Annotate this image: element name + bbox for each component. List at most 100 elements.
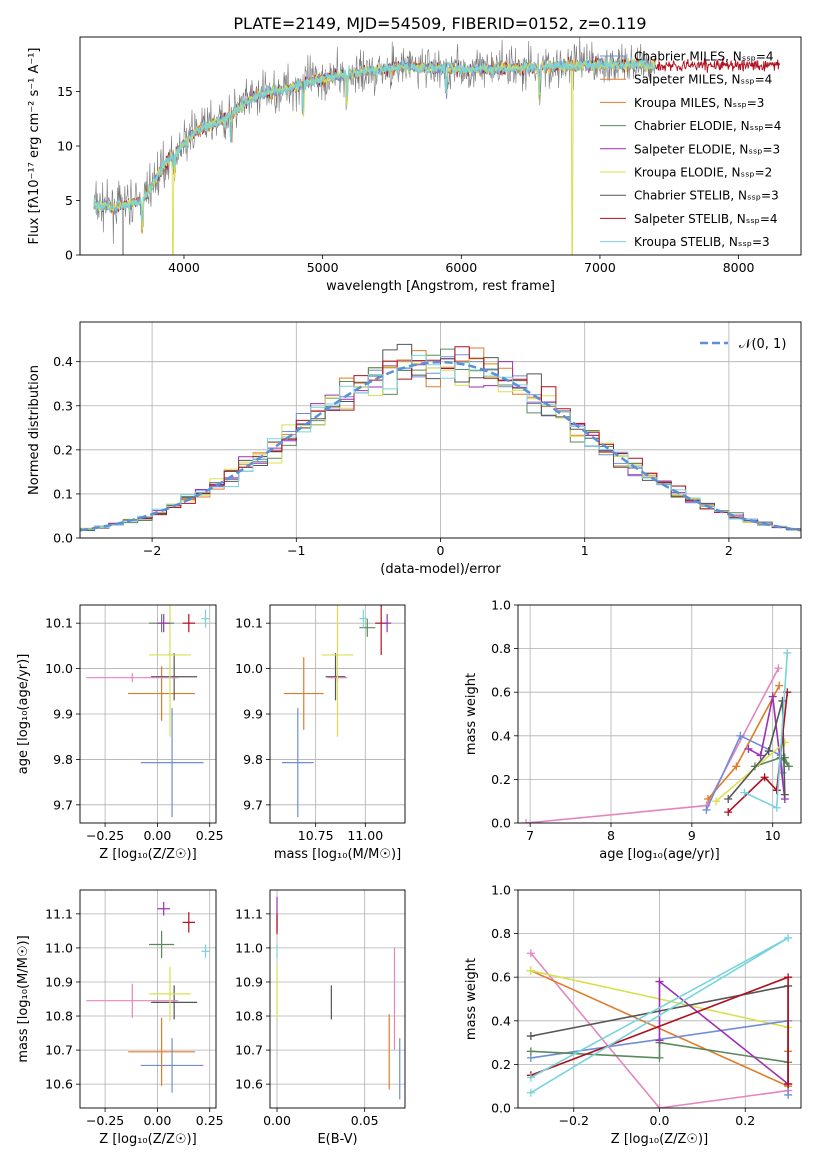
plus-marker [526, 949, 535, 958]
x-tick-label: 7000 [584, 260, 616, 275]
x-axis-label: mass [log₁₀(M/M☉)] [274, 847, 401, 862]
y-tick-label: 11.1 [45, 906, 73, 921]
y-tick-label: 9.9 [53, 707, 73, 722]
plus-marker [732, 762, 741, 771]
plus-marker [784, 762, 793, 771]
axes-frame [517, 889, 802, 1109]
plot-area-age-weight [522, 648, 793, 823]
weight-series [727, 692, 789, 813]
plus-marker [744, 744, 753, 753]
axes-spectrum: 4000 5000 6000 7000 8000 0 5 10 15 PLATE=2149, MJ… [27, 14, 802, 294]
plot-area-Z-mass [86, 901, 210, 1093]
plus-marker [526, 1073, 535, 1082]
legend-label: 𝒩(0, 1) [739, 337, 786, 352]
x-axis-label: E(B-V) [317, 1132, 357, 1147]
plus-marker [778, 696, 787, 705]
x-axis-label: Z [log₁₀(Z/Z☉)] [99, 847, 196, 862]
y-tick-label: 10.9 [45, 974, 73, 989]
x-tick-label: 6000 [445, 260, 477, 275]
x-tick-label: 2 [725, 543, 733, 558]
x-tick-label: −1 [287, 543, 305, 558]
y-tick-label: 9.7 [243, 797, 263, 812]
y-tick-label: 0.2 [491, 772, 511, 787]
axes-frame [79, 889, 217, 1109]
plus-marker [772, 786, 781, 795]
x-axis-label: Z [log₁₀(Z/Z☉)] [611, 1132, 708, 1147]
axes-frame [79, 321, 802, 539]
y-tick-label: 0.3 [53, 398, 73, 413]
y-tick-label: 0.0 [491, 1101, 511, 1116]
legend-label: Kroupa STELIB, Nₛₛₚ=3 [634, 235, 770, 249]
legend-label: Chabrier MILES, Nₛₛₚ=4 [634, 50, 774, 64]
plus-marker [526, 1088, 535, 1097]
y-tick-label: 10.6 [45, 1077, 73, 1092]
axes-residuals: −2 −1 0 1 2 0.0 0.1 0.2 0.3 0.4 (data-model)/error… [27, 321, 802, 577]
x-tick-label: 10 [765, 828, 781, 843]
y-axis-label: mass [log₁₀(M/M☉)] [16, 935, 31, 1062]
plot-area-ebv-mass [276, 896, 401, 1100]
weight-series [705, 734, 784, 811]
x-tick-label: 4000 [168, 260, 200, 275]
y-tick-label: 0.4 [53, 354, 73, 369]
plus-marker [760, 773, 769, 782]
y-tick-label: 10.0 [235, 661, 263, 676]
y-tick-label: 0.6 [491, 685, 511, 700]
y-tick-label: 10.7 [235, 1043, 263, 1058]
y-tick-label: 0.2 [53, 442, 73, 457]
y-tick-label: 9.7 [53, 797, 73, 812]
y-tick-label: 1.0 [491, 598, 511, 613]
x-tick-label: 8000 [723, 260, 755, 275]
y-tick-label: 10.1 [45, 616, 73, 631]
x-tick-label: 0.00 [143, 828, 171, 843]
y-tick-label: 9.8 [243, 752, 263, 767]
x-tick-label: 0.2 [735, 1113, 755, 1128]
plot-area-mass-age [281, 605, 392, 818]
plus-marker [724, 808, 733, 817]
axes-frame [79, 604, 217, 824]
y-tick-label: 0.1 [53, 486, 73, 501]
y-tick-label: 0.6 [491, 970, 511, 985]
axes-age-weight: 7 8 9 10 0.0 0.2 0.4 0.6 0.8 1.0 age [log₁₀(age/yr… [464, 598, 802, 862]
y-tick-label: 0.4 [491, 1013, 511, 1028]
y-tick-label: 10.8 [235, 1009, 263, 1024]
y-tick-label: 0 [65, 248, 73, 263]
weight-series [754, 756, 790, 768]
axes-mass-age: 10.75 11.00 9.7 9.8 9.9 10.0 10.1 mass [log₁₀(M… [235, 604, 406, 862]
axes-frame [79, 36, 802, 256]
plus-marker [756, 751, 765, 760]
x-tick-label: 0.25 [196, 1113, 224, 1128]
weight-series [727, 700, 786, 800]
y-tick-label: 9.9 [243, 707, 263, 722]
x-tick-label: 0.05 [351, 1113, 379, 1128]
y-tick-label: 10.8 [45, 1009, 73, 1024]
plus-marker [526, 1047, 535, 1056]
plus-marker [655, 1036, 664, 1045]
y-tick-label: 10.0 [45, 661, 73, 676]
y-tick-label: 10 [57, 139, 73, 154]
y-axis-label: mass weight [464, 958, 479, 1040]
x-tick-label: 0.00 [263, 1113, 291, 1128]
model-salpeter-miles-line [93, 57, 656, 234]
x-tick-label: 0.25 [196, 828, 224, 843]
plus-marker [702, 805, 711, 814]
x-axis-label: (data-model)/error [380, 562, 501, 577]
plus-marker [768, 692, 777, 701]
chart-title: PLATE=2149, MJD=54509, FIBERID=0152, z=0… [233, 14, 646, 33]
y-tick-label: 11.1 [235, 906, 263, 921]
histogram-series [80, 354, 801, 531]
axes-frame [517, 604, 802, 824]
y-tick-label: 9.8 [53, 752, 73, 767]
x-tick-label: 0 [437, 543, 445, 558]
y-tick-label: 0.8 [491, 926, 511, 941]
x-axis-label: Z [log₁₀(Z/Z☉)] [99, 1132, 196, 1147]
y-tick-label: 10.6 [235, 1077, 263, 1092]
x-tick-label: −0.25 [86, 828, 124, 843]
plus-marker [655, 1053, 664, 1062]
plus-marker [774, 664, 783, 673]
plus-marker [784, 1080, 793, 1089]
y-tick-label: 0.0 [491, 816, 511, 831]
y-axis-label: mass weight [464, 673, 479, 755]
y-tick-label: 5 [65, 193, 73, 208]
x-tick-label: 11.00 [347, 828, 383, 843]
x-tick-label: 9 [688, 828, 696, 843]
